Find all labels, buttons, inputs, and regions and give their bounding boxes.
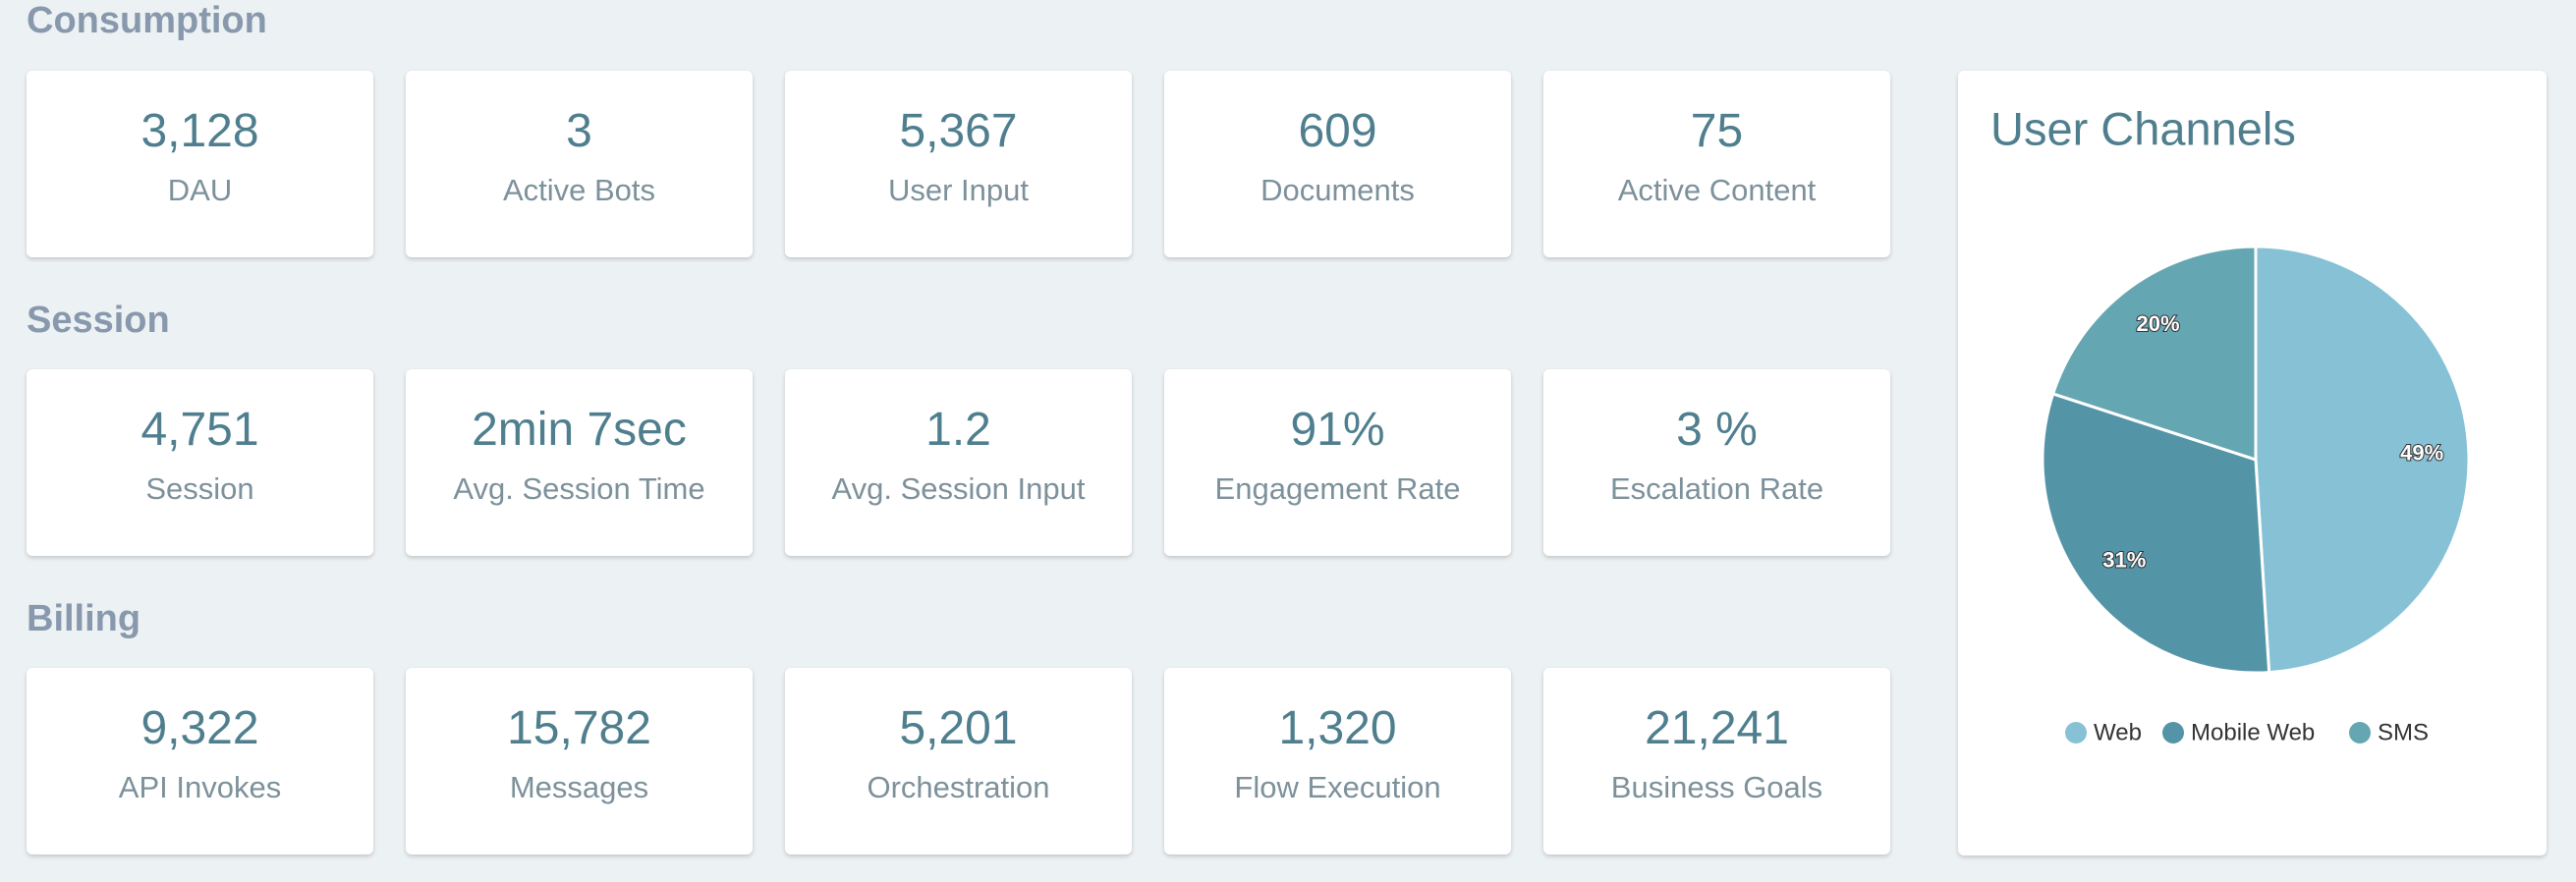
stat-card: 609 Documents: [1164, 71, 1511, 257]
stat-value: 609: [1298, 105, 1377, 157]
stat-label: Avg. Session Input: [831, 471, 1086, 506]
section-title: Session: [27, 300, 170, 341]
stat-value: 3,128: [140, 105, 259, 157]
stat-label: Escalation Rate: [1609, 471, 1824, 506]
stat-card: 15,782 Messages: [406, 668, 753, 854]
section-title: Billing: [27, 598, 141, 639]
stat-label: Flow Execution: [1234, 770, 1441, 804]
stat-value: 3: [566, 105, 592, 157]
stat-label: Messages: [509, 770, 649, 804]
stat-label: Business Goals: [1610, 770, 1823, 804]
legend-swatch: [2349, 722, 2371, 744]
chart: User Channels 49% 31% 20% Web Mobile Web SMS: [1990, 102, 2471, 745]
stat-value: 5,201: [899, 702, 1018, 754]
stat-card: 3,128 DAU: [27, 71, 373, 257]
stat-label: Active Bots: [502, 173, 656, 207]
stat-value: 15,782: [507, 702, 651, 754]
stat-card: 1.2 Avg. Session Input: [785, 369, 1132, 556]
stat-label: Documents: [1260, 173, 1415, 207]
stat-label: User Input: [887, 173, 1029, 207]
stat-card: 21,241 Business Goals: [1543, 668, 1890, 854]
stat-value: 3 %: [1676, 404, 1758, 456]
stat-card: 1,320 Flow Execution: [1164, 668, 1511, 854]
stat-label: Avg. Session Time: [453, 471, 705, 506]
stat-label: API Invokes: [118, 770, 282, 804]
stat-label: Engagement Rate: [1214, 471, 1461, 506]
stat-label: DAU: [167, 173, 233, 207]
chart-title: User Channels: [1990, 102, 2296, 154]
stat-card: 75 Active Content: [1543, 71, 1890, 257]
stat-card: 5,201 Orchestration: [785, 668, 1132, 854]
legend-swatch: [2162, 722, 2184, 744]
stat-card: 3 % Escalation Rate: [1543, 369, 1890, 556]
stat-value: 1.2: [925, 404, 991, 456]
stat-card: 3 Active Bots: [406, 71, 753, 257]
legend-label: Mobile Web: [2191, 719, 2315, 745]
section-title: Consumption: [27, 0, 267, 41]
pie-slice: [2041, 392, 2271, 675]
stat-value: 21,241: [1645, 702, 1789, 754]
stat-label: Session: [145, 471, 254, 506]
slice-label: 20%: [2136, 311, 2179, 336]
stat-value: 2min 7sec: [472, 404, 687, 456]
stat-card: 91% Engagement Rate: [1164, 369, 1511, 556]
legend-label: SMS: [2378, 719, 2429, 745]
slice-label: 49%: [2400, 440, 2443, 465]
stat-card: 5,367 User Input: [785, 71, 1132, 257]
slice-label: 31%: [2102, 548, 2146, 573]
stat-value: 5,367: [899, 105, 1018, 157]
stat-value: 75: [1690, 105, 1744, 157]
pie-slice: [2050, 245, 2258, 463]
stat-label: Orchestration: [867, 770, 1050, 804]
stat-card: 2min 7sec Avg. Session Time: [406, 369, 753, 556]
stat-value: 91%: [1290, 404, 1385, 456]
legend-label: Web: [2094, 719, 2142, 745]
stat-value: 1,320: [1278, 702, 1397, 754]
pie-card: User Channels 49% 31% 20% Web Mobile Web SMS: [1958, 71, 2547, 855]
stat-card: 9,322 API Invokes: [27, 668, 373, 854]
legend-swatch: [2065, 722, 2087, 744]
stat-card: 4,751 Session: [27, 369, 373, 556]
stat-label: Active Content: [1617, 173, 1817, 207]
pie-slice: [2254, 245, 2471, 675]
stat-value: 4,751: [140, 404, 259, 456]
stat-value: 9,322: [140, 702, 259, 754]
